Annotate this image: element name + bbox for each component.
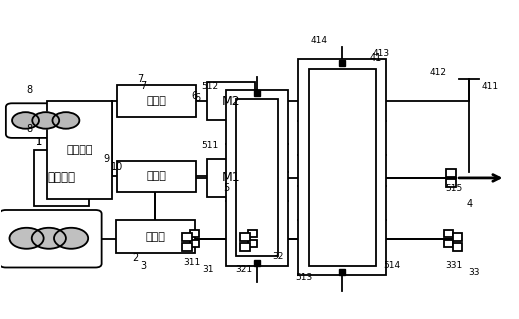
Text: 分动箱: 分动箱 — [145, 232, 166, 241]
Bar — [453, 233, 462, 241]
Text: 8: 8 — [26, 124, 32, 134]
FancyBboxPatch shape — [0, 210, 102, 268]
Text: 6: 6 — [192, 91, 198, 101]
Text: 512: 512 — [202, 82, 219, 91]
Text: 动力电池: 动力电池 — [66, 145, 93, 155]
Text: 10: 10 — [111, 162, 124, 173]
Text: 41: 41 — [370, 53, 382, 63]
Text: 32: 32 — [272, 252, 283, 261]
Text: 8: 8 — [26, 85, 32, 95]
Bar — [444, 230, 453, 237]
Bar — [446, 169, 456, 177]
Bar — [240, 243, 250, 251]
Circle shape — [32, 112, 59, 129]
Bar — [453, 243, 462, 251]
Bar — [182, 233, 192, 241]
Circle shape — [32, 228, 66, 249]
Bar — [226, 90, 288, 266]
Circle shape — [12, 112, 39, 129]
FancyBboxPatch shape — [6, 103, 86, 138]
Bar — [236, 99, 278, 256]
Text: 514: 514 — [383, 261, 400, 271]
Text: 逆变器: 逆变器 — [147, 171, 167, 181]
Bar — [248, 240, 257, 248]
Bar — [309, 69, 376, 266]
Text: 动力电池: 动力电池 — [48, 171, 75, 184]
Text: 1: 1 — [36, 137, 43, 147]
Bar — [182, 243, 192, 251]
Bar — [190, 240, 199, 248]
Bar — [207, 82, 255, 120]
Bar — [47, 101, 112, 199]
Text: 1: 1 — [36, 137, 43, 147]
Bar — [190, 230, 199, 237]
Bar — [298, 59, 386, 275]
Bar — [117, 161, 196, 192]
Bar — [34, 150, 89, 205]
Circle shape — [9, 228, 44, 249]
Bar — [116, 220, 195, 253]
Circle shape — [52, 112, 79, 129]
Text: 6: 6 — [194, 93, 200, 103]
Text: 31: 31 — [202, 264, 213, 274]
Bar — [240, 233, 250, 241]
Text: 9: 9 — [104, 154, 110, 165]
Text: 321: 321 — [236, 264, 253, 274]
Text: 515: 515 — [445, 184, 462, 193]
Text: 511: 511 — [202, 141, 219, 150]
Bar — [248, 230, 257, 237]
Text: 513: 513 — [295, 272, 312, 281]
Text: 412: 412 — [430, 68, 446, 77]
Text: 5: 5 — [223, 183, 229, 193]
Text: 414: 414 — [310, 36, 327, 45]
Text: M1: M1 — [222, 171, 240, 184]
Bar — [207, 159, 255, 197]
Text: 33: 33 — [469, 268, 480, 277]
Text: 411: 411 — [481, 82, 498, 91]
Text: 3: 3 — [140, 261, 146, 271]
Bar — [446, 179, 456, 187]
Text: 331: 331 — [445, 261, 462, 271]
Text: 311: 311 — [184, 258, 201, 267]
Text: M2: M2 — [222, 94, 240, 108]
Text: 4: 4 — [466, 199, 472, 209]
Bar — [117, 85, 196, 117]
Text: 逆变器: 逆变器 — [147, 96, 167, 106]
Bar — [444, 240, 453, 248]
Text: 7: 7 — [138, 73, 144, 84]
Circle shape — [54, 228, 88, 249]
Text: 2: 2 — [132, 253, 139, 263]
Text: 7: 7 — [140, 81, 146, 92]
Text: 413: 413 — [373, 48, 390, 58]
